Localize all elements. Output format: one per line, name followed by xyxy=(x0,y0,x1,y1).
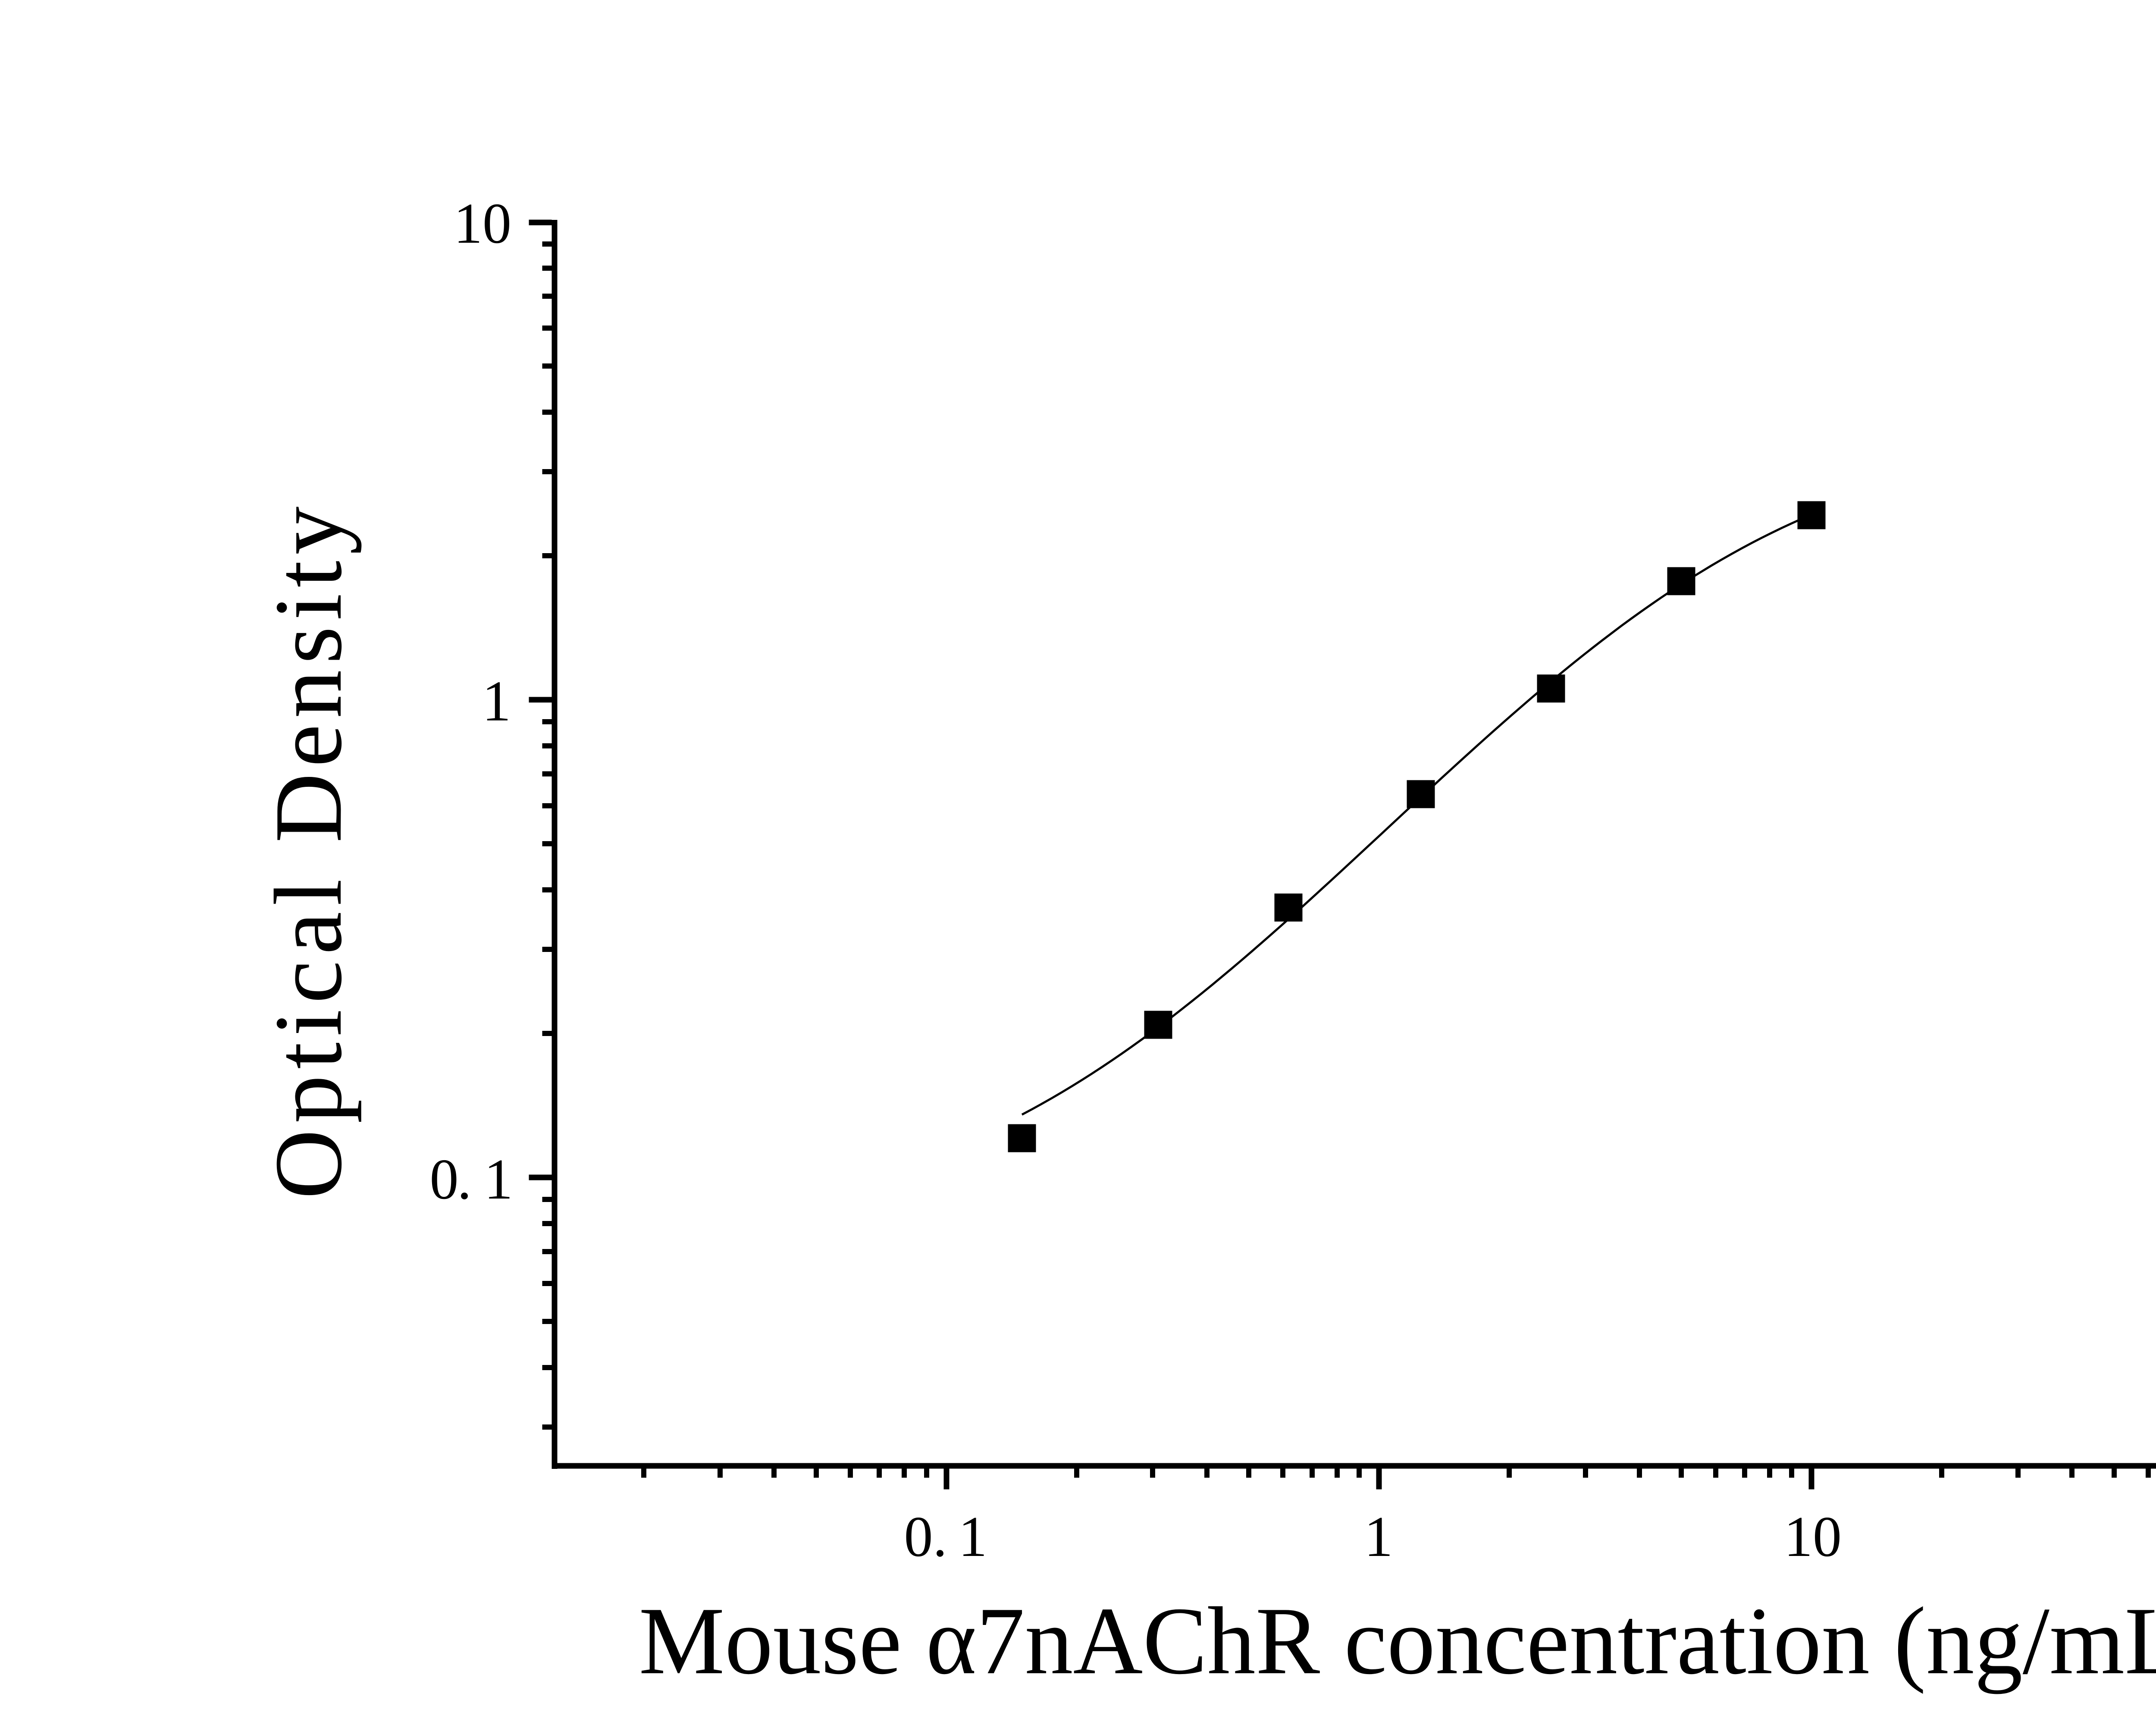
svg-text:1: 1 xyxy=(1364,1505,1393,1568)
svg-text:10: 10 xyxy=(1784,1505,1842,1568)
svg-text:10: 10 xyxy=(454,191,511,255)
svg-text:1: 1 xyxy=(482,669,511,733)
svg-text:Optical Density: Optical Density xyxy=(255,501,362,1199)
svg-text:0.1: 0.1 xyxy=(430,1147,513,1211)
svg-text:0.1: 0.1 xyxy=(904,1505,987,1568)
svg-text:Mouse α7nAChR concentration (n: Mouse α7nAChR concentration (ng/mL) xyxy=(639,1587,2156,1694)
